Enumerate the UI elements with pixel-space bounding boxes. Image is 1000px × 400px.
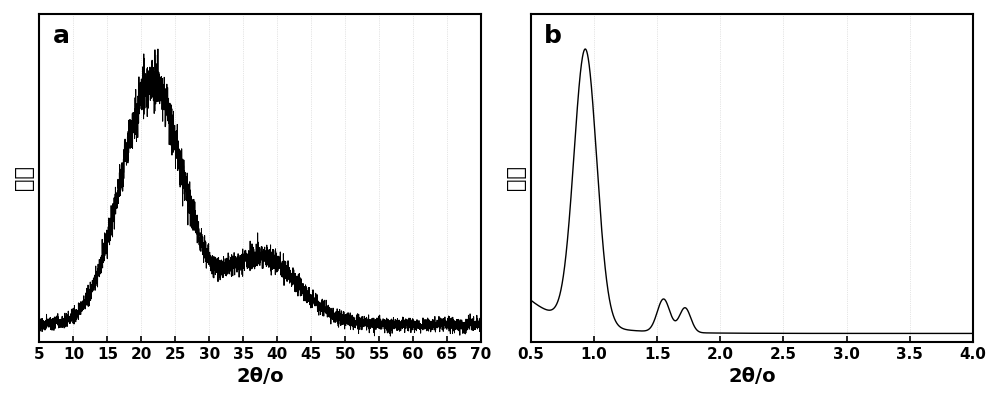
- Y-axis label: 强度: 强度: [506, 165, 526, 190]
- Text: a: a: [53, 24, 70, 48]
- X-axis label: 2θ/o: 2θ/o: [728, 367, 776, 386]
- Text: b: b: [544, 24, 562, 48]
- Y-axis label: 强度: 强度: [14, 165, 34, 190]
- X-axis label: 2θ/o: 2θ/o: [236, 367, 284, 386]
